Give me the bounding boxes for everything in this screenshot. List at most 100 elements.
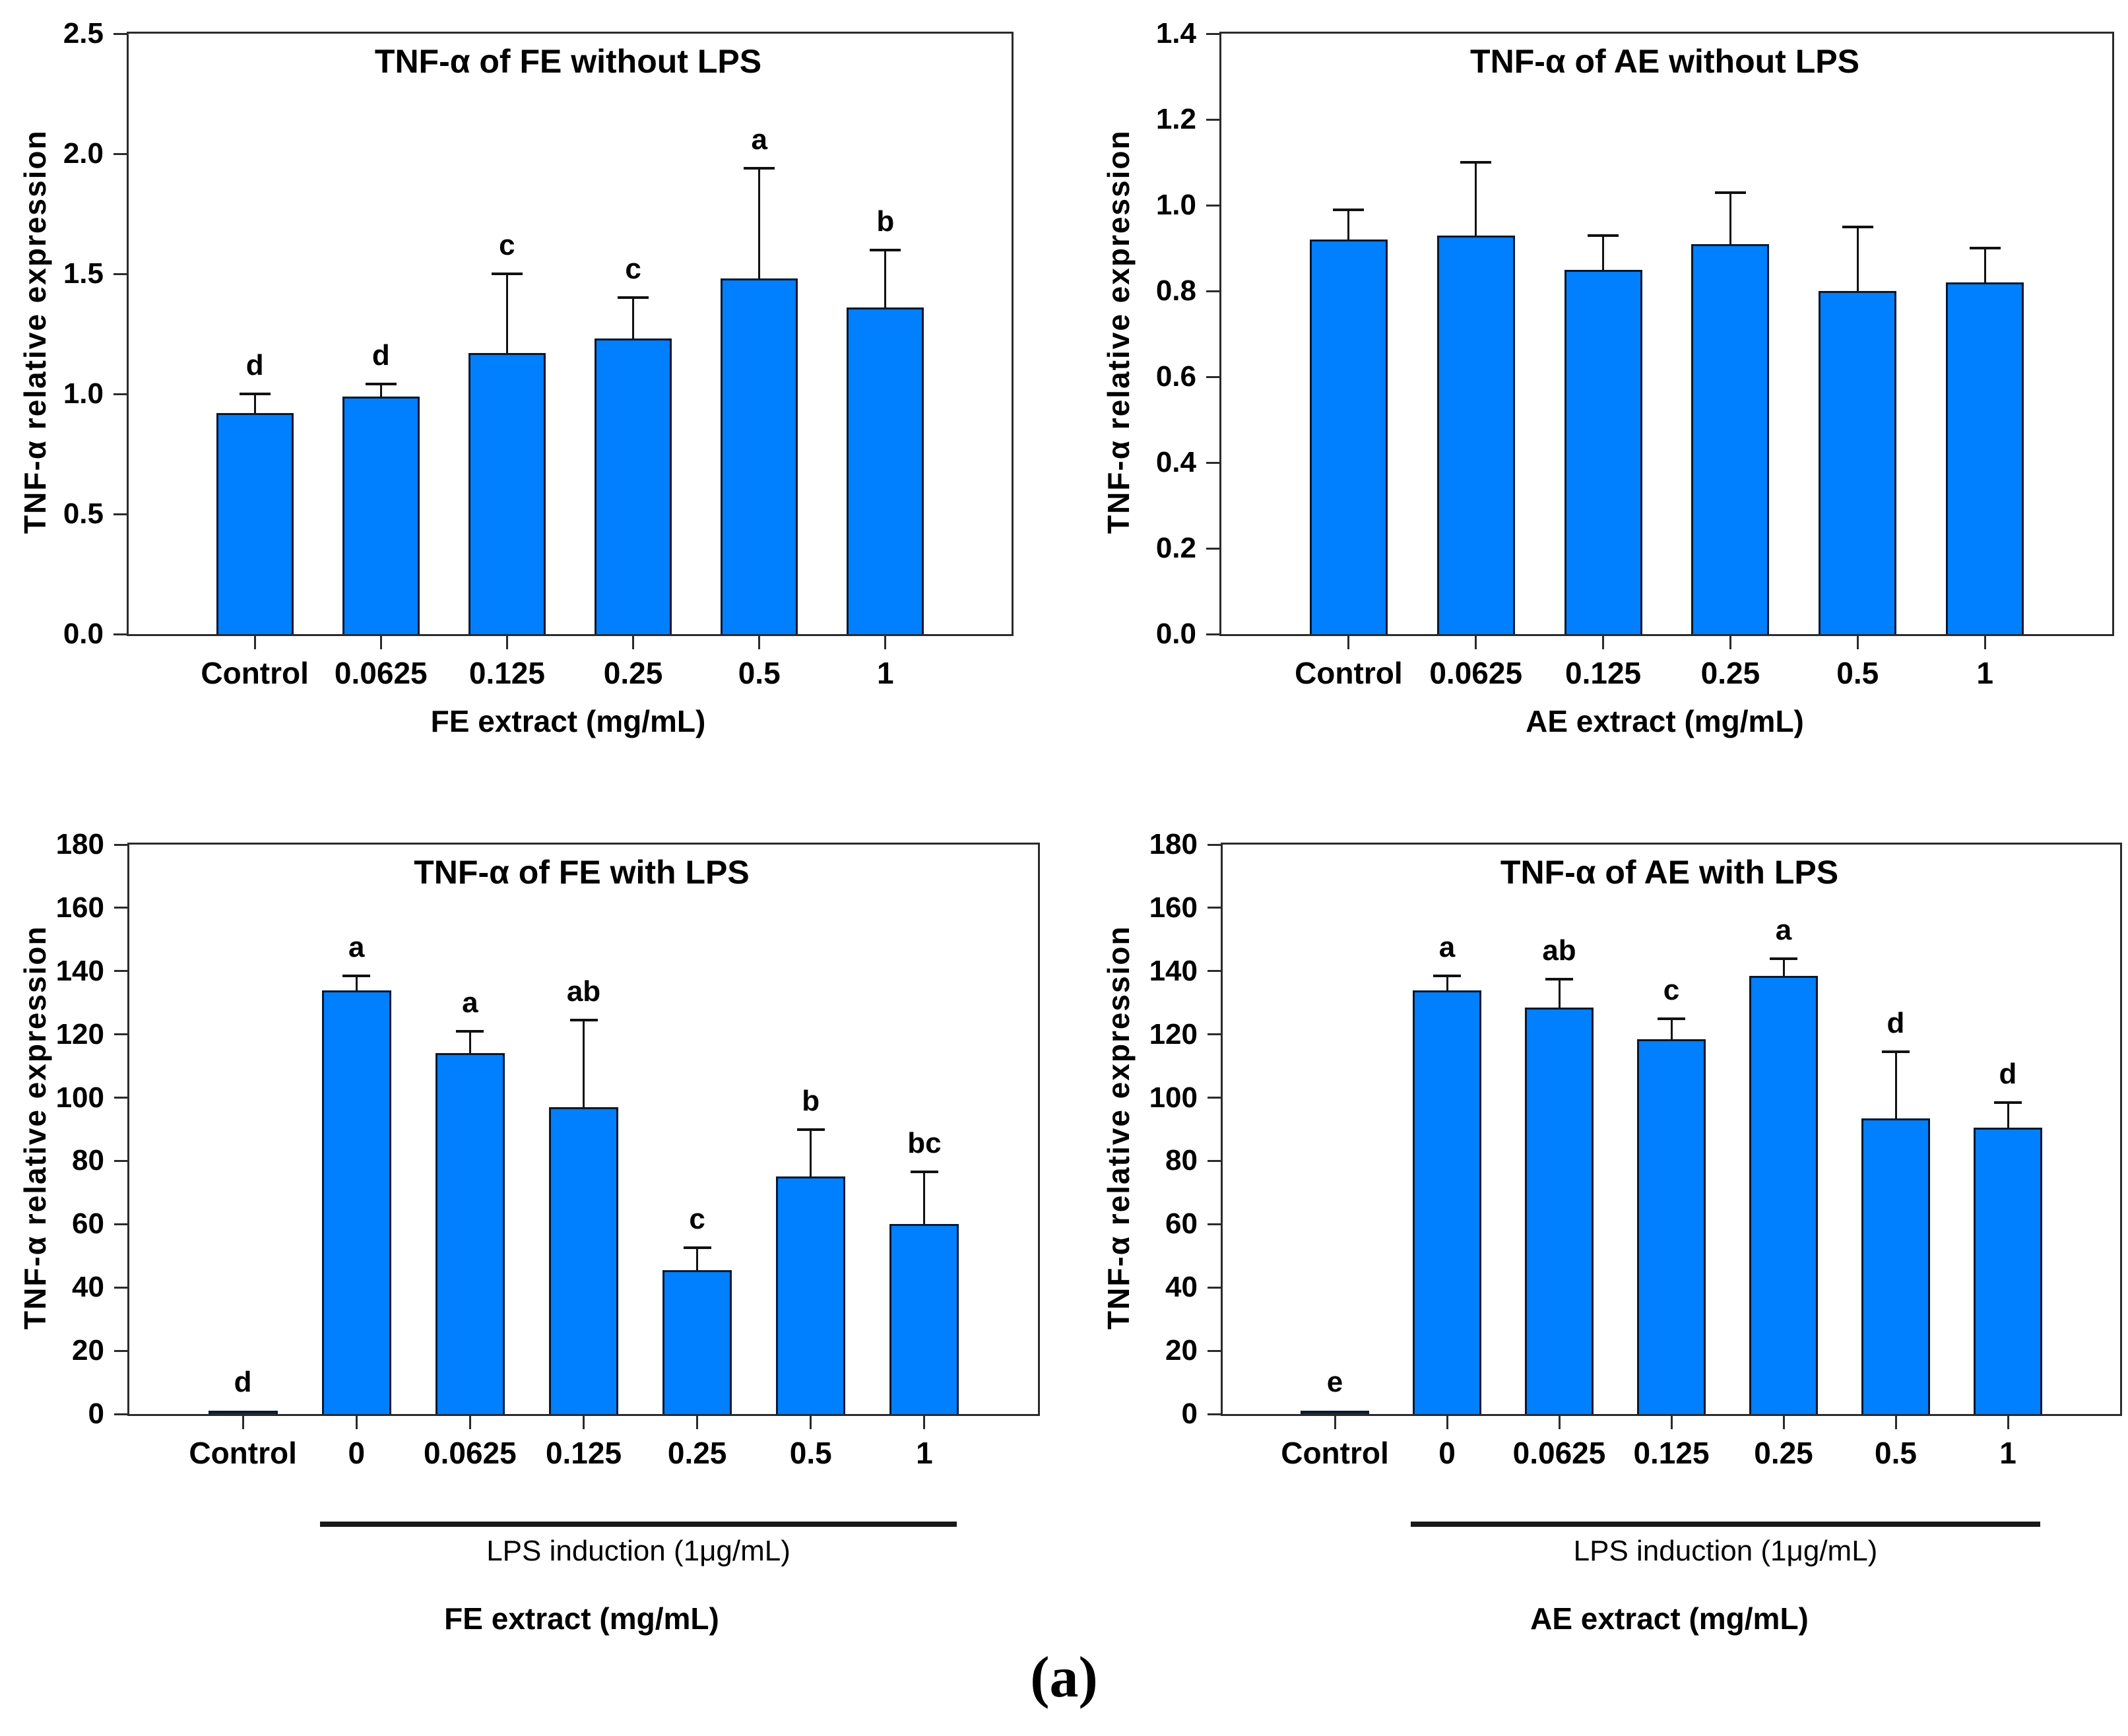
error-bar-cap (1994, 1101, 2022, 1104)
error-bar (1602, 235, 1605, 270)
x-axis-tick (355, 1416, 358, 1429)
y-axis-tick-label: 140 (55, 954, 104, 987)
x-axis-category-label: 0.25 (1700, 656, 1760, 690)
error-bar-cap (1333, 208, 1365, 211)
significance-letter: b (802, 1084, 820, 1117)
significance-letter: e (1326, 1366, 1343, 1399)
bar (1309, 240, 1388, 634)
y-axis-tick-label: 0.4 (1155, 446, 1196, 478)
significance-letter: a (1438, 930, 1456, 963)
error-bar-cap (1969, 247, 2001, 249)
figure-panel-letter: (a) (1030, 1646, 1098, 1710)
bar (889, 1224, 959, 1414)
x-axis-tick (505, 636, 508, 649)
significance-letter: bc (907, 1127, 942, 1160)
significance-letter: d (371, 339, 390, 372)
error-bar-cap (744, 166, 775, 170)
x-axis-tick (810, 1416, 812, 1429)
x-axis-tick (1670, 1416, 1673, 1429)
y-axis-tick-label: 0.8 (1155, 274, 1196, 307)
x-axis-label: FE extract (mg/mL) (430, 704, 706, 738)
y-axis-tick (113, 393, 129, 395)
x-axis-tick (758, 636, 761, 649)
error-bar (2007, 1102, 2009, 1128)
y-axis-tick-label: 1.0 (1155, 189, 1196, 221)
y-axis-tick-label: 100 (1149, 1081, 1198, 1114)
bar (847, 307, 924, 634)
x-axis-category-label: 0 (348, 1436, 366, 1470)
chart-title: TNF-α of FE without LPS (374, 43, 762, 80)
y-axis-label: TNF-α relative expression (1101, 925, 1136, 1330)
bar (1436, 235, 1515, 634)
error-bar-cap (910, 1171, 938, 1174)
bar (468, 353, 546, 634)
y-axis-tick-label: 40 (1165, 1271, 1198, 1304)
x-axis-tick (1782, 1416, 1785, 1429)
y-axis-tick (1206, 118, 1221, 121)
y-axis-tick (113, 633, 129, 635)
error-bar (1782, 958, 1785, 976)
y-axis-tick (1208, 1033, 1223, 1036)
y-axis-tick-label: 0.5 (63, 498, 104, 530)
y-axis-tick (1206, 290, 1221, 292)
y-axis-tick (1208, 1159, 1223, 1162)
x-axis-tick (379, 636, 382, 649)
error-bar (1670, 1018, 1673, 1039)
y-axis-tick (114, 843, 129, 846)
bar (721, 278, 798, 634)
lps-induction-label: LPS induction (1μg/mL) (486, 1535, 790, 1567)
significance-letter: b (876, 205, 895, 238)
bar (1564, 269, 1642, 634)
error-bar (1856, 226, 1859, 291)
x-axis-tick (242, 1416, 244, 1429)
x-axis-category-label: 0.0625 (334, 656, 428, 690)
error-bar (1558, 979, 1561, 1008)
y-axis-tick-label: 180 (55, 828, 104, 860)
bar (1301, 1411, 1369, 1414)
error-bar (1729, 192, 1731, 244)
error-bar-cap (239, 393, 271, 395)
error-bar (355, 975, 358, 990)
bar (1525, 1007, 1594, 1414)
error-bar-cap (1714, 191, 1747, 194)
y-axis-tick (114, 1097, 129, 1099)
bar (662, 1270, 732, 1414)
y-axis-tick-label: 1.0 (63, 377, 104, 410)
significance-letter: a (462, 986, 478, 1019)
bar (1819, 291, 1897, 634)
y-axis-tick (1208, 1349, 1223, 1352)
error-bar (468, 1031, 471, 1054)
error-bar (1475, 162, 1477, 236)
error-bar (1347, 209, 1350, 240)
significance-letter: c (499, 229, 515, 261)
bar (321, 990, 391, 1414)
y-axis-tick-label: 120 (55, 1017, 104, 1050)
y-axis-tick-label: 1.4 (1155, 17, 1196, 49)
y-axis-tick-label: 0.0 (63, 618, 104, 650)
x-axis-tick (583, 1416, 585, 1429)
plot-area: 0 20 40 60 80 100 120 140 160 180 d Control a 0 a 0.062… (56, 828, 1040, 1470)
y-axis-tick (1206, 32, 1221, 35)
error-bar (923, 1172, 926, 1225)
y-axis-tick-label: 80 (1165, 1144, 1198, 1177)
error-bar-cap (1460, 161, 1492, 164)
bar (1861, 1118, 1930, 1414)
x-axis-tick (1334, 1416, 1336, 1429)
significance-letter: d (245, 349, 264, 381)
significance-letter: c (625, 253, 641, 286)
y-axis-tick-label: 2.5 (63, 17, 104, 49)
bar (435, 1053, 505, 1414)
x-axis-tick (253, 636, 256, 649)
y-axis-tick-label: 1.5 (63, 257, 104, 290)
y-axis-tick-label: 1.2 (1155, 103, 1196, 135)
x-axis-tick (923, 1416, 926, 1429)
error-bar (884, 249, 887, 307)
significance-letter: c (689, 1203, 705, 1236)
significance-letter: a (1775, 913, 1792, 946)
y-axis-tick (1206, 204, 1221, 207)
y-axis-tick (1206, 461, 1221, 464)
y-axis-tick-label: 2.0 (63, 137, 104, 170)
y-axis-tick (114, 1159, 129, 1162)
error-bar (253, 394, 256, 414)
y-axis-tick-label: 0.2 (1155, 532, 1196, 564)
